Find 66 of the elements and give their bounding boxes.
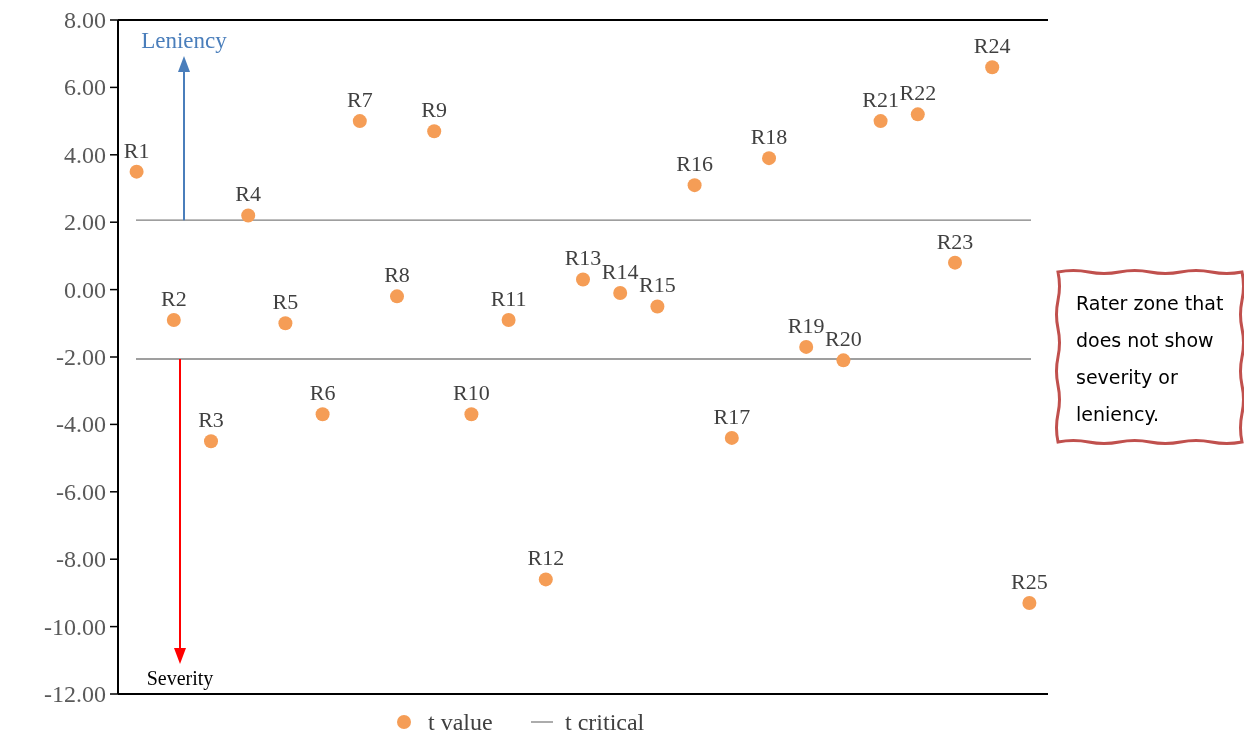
point <box>650 299 665 314</box>
x-tick-label: R19 <box>787 312 825 338</box>
x-tick-label: R21 <box>862 87 899 113</box>
x-tick-label: R5 <box>272 289 299 315</box>
x-tick-label: R6 <box>309 380 336 406</box>
y-tick-label: 4.00 <box>64 141 106 168</box>
point <box>204 434 218 449</box>
point <box>836 353 851 368</box>
x-tick-label: R11 <box>490 285 527 311</box>
legend-label: t critical <box>565 709 645 735</box>
x-tick-label: R23 <box>936 228 974 254</box>
x-tick-label: R20 <box>825 326 862 352</box>
y-tick-label: -4.00 <box>56 411 106 438</box>
x-tick-label: R7 <box>346 87 373 113</box>
point <box>501 312 516 327</box>
point <box>799 339 814 354</box>
y-tick-label: 0.00 <box>64 276 106 303</box>
annotation: Leniency <box>141 28 228 53</box>
point <box>687 178 702 193</box>
x-tick-label: R2 <box>160 285 187 311</box>
x-tick-label: R16 <box>676 151 713 177</box>
point <box>166 312 181 327</box>
y-tick-label: -8.00 <box>56 546 106 573</box>
x-tick-label: R13 <box>564 245 602 271</box>
x-tick-label: R15 <box>639 272 676 298</box>
point <box>576 272 590 287</box>
x-tick-label: R10 <box>453 380 490 406</box>
x-tick-label: R17 <box>713 403 751 429</box>
x-tick-label: R12 <box>527 545 565 571</box>
x-tick-label: R9 <box>421 97 448 123</box>
x-tick-label: R8 <box>384 262 410 288</box>
point <box>873 114 888 129</box>
x-tick-label: R22 <box>899 80 937 106</box>
point <box>948 255 962 270</box>
x-tick-label: R3 <box>198 407 224 433</box>
point <box>724 430 739 445</box>
x-tick-label: R1 <box>123 137 150 163</box>
point <box>613 285 628 300</box>
x-tick-label: R18 <box>750 124 788 150</box>
point <box>985 60 1000 75</box>
point <box>315 407 330 422</box>
point <box>538 572 553 587</box>
y-tick-label: -12.00 <box>44 681 106 707</box>
y-tick-label: -2.00 <box>56 344 106 370</box>
y-tick-label: 8.00 <box>64 7 106 33</box>
y-tick-label: 2.00 <box>64 209 106 236</box>
x-tick-label: R24 <box>973 33 1011 59</box>
annotation: Severity <box>146 667 214 690</box>
point <box>129 164 144 179</box>
legend-label: t value <box>428 709 493 735</box>
text: Rater zone that does not show severity or leniency. <box>1076 292 1224 425</box>
point <box>352 114 367 129</box>
point <box>910 107 925 122</box>
y-tick-label: 6.00 <box>64 74 106 101</box>
point <box>278 316 293 331</box>
point <box>464 407 479 422</box>
x-tick-label: R25 <box>1011 569 1048 595</box>
y-tick-label: -6.00 <box>56 478 106 505</box>
x-tick-label: R4 <box>235 181 262 207</box>
point <box>762 151 776 166</box>
y-tick-label: -10.00 <box>44 613 106 640</box>
point <box>427 124 442 139</box>
point <box>390 289 404 304</box>
point <box>1022 596 1037 611</box>
x-tick-label: R14 <box>601 258 639 284</box>
point <box>241 208 256 223</box>
